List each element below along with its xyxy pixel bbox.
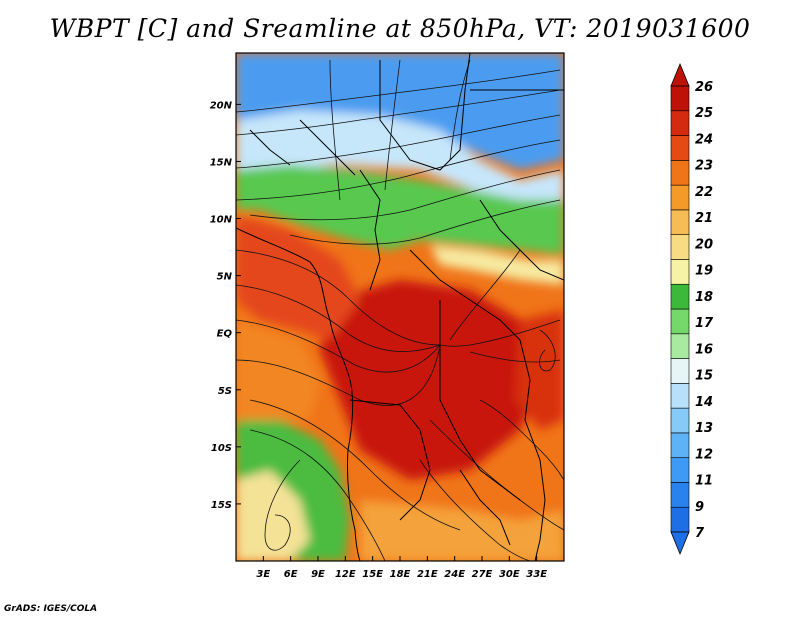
lat-tick-label: 5S (218, 386, 232, 397)
lat-tick-label: EQ (217, 329, 233, 340)
colorbar-label: 13 (695, 421, 713, 436)
colorbar-swatch (670, 358, 690, 384)
colorbar-swatch (670, 160, 690, 186)
colorbar-swatch (670, 333, 690, 359)
colorbar-swatch (670, 234, 690, 260)
colorbar-swatch (670, 506, 690, 533)
map-field (236, 53, 564, 561)
latitude-axis: 20N 15N 10N 5N EQ 5S 10S 15S (210, 100, 241, 511)
colorbar-swatch (670, 482, 690, 508)
lat-tick-label: 10N (210, 215, 233, 226)
lon-tick-label: 24E (444, 569, 465, 580)
field-cold-north-region (236, 53, 564, 170)
lat-tick-label: 10S (211, 443, 232, 454)
lon-tick-label: 30E (499, 569, 520, 580)
colorbar-swatch (670, 383, 690, 409)
colorbar-label: 14 (695, 395, 713, 410)
colorbar-swatch (670, 85, 690, 112)
colorbar-label: 17 (695, 316, 714, 331)
colorbar-swatch (670, 283, 690, 310)
colorbar-label: 19 (695, 264, 713, 279)
streamlines (236, 59, 564, 561)
field-green-band-region (236, 165, 564, 255)
lon-tick-label: 27E (472, 569, 493, 580)
chart-title: WBPT [C] and Sreamline at 850hPa, VT: 20… (49, 14, 751, 43)
colorbar-label: 11 (695, 474, 713, 489)
field-cool-band-region (236, 110, 564, 200)
lat-tick-label: 5N (217, 272, 233, 283)
colorbar-label: 24 (695, 132, 713, 147)
colorbar-min-arrow (670, 531, 690, 556)
lat-tick-label: 15S (211, 500, 232, 511)
colorbar-label: 20 (695, 237, 713, 252)
colorbar-label: 9 (695, 500, 704, 515)
lon-tick-label: 6E (284, 569, 298, 580)
colorbar-swatch (670, 110, 690, 136)
lon-tick-label: 12E (335, 569, 356, 580)
colorbar-label: 22 (695, 185, 713, 200)
colorbar-swatch (670, 135, 690, 161)
colorbar-swatch (670, 184, 690, 211)
colorbar-max-arrow (670, 62, 690, 87)
lon-tick-label: 15E (362, 569, 383, 580)
colorbar-swatch (670, 407, 690, 434)
colorbar: 26 25 24 23 22 21 20 19 18 17 16 15 14 13 12 11 9 7 (670, 62, 714, 556)
lon-tick-label: 18E (390, 569, 411, 580)
borders (236, 53, 564, 561)
colorbar-swatch (670, 432, 690, 458)
field-coastal-region (236, 320, 320, 420)
colorbar-label: 25 (695, 106, 713, 121)
colorbar-label: 15 (695, 369, 713, 384)
colorbar-swatch (670, 457, 690, 483)
colorbar-label: 7 (695, 526, 705, 541)
lon-tick-label: 33E (526, 569, 547, 580)
lon-tick-label: 21E (417, 569, 438, 580)
colorbar-swatch (670, 209, 690, 235)
grads-credit: GrADS: IGES/COLA (4, 604, 98, 614)
field-west-region (236, 215, 360, 340)
colorbar-label: 16 (695, 342, 713, 357)
field-transition-region (430, 245, 564, 285)
colorbar-label: 12 (695, 447, 713, 462)
field-hot-core-region (320, 280, 540, 480)
lon-tick-label: 9E (311, 569, 325, 580)
colorbar-swatch (670, 308, 690, 335)
colorbar-label: 18 (695, 290, 713, 305)
field-southwest-pale-region (236, 470, 310, 561)
longitude-axis: 3E 6E 9E 12E 15E 18E 21E 24E 27E 30E 33E (256, 556, 547, 580)
field-south-region (360, 500, 564, 561)
lon-tick-label: 3E (256, 569, 270, 580)
colorbar-swatch (670, 259, 690, 285)
lat-tick-label: 20N (210, 100, 233, 111)
lat-tick-label: 15N (210, 157, 233, 168)
colorbar-label: 21 (695, 211, 713, 226)
colorbar-label: 26 (695, 80, 713, 95)
colorbar-label: 23 (695, 159, 713, 174)
